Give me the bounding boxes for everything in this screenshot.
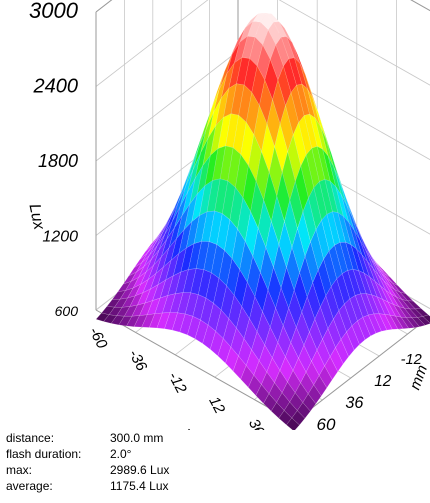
surface-cell xyxy=(395,315,410,329)
surface-cell xyxy=(411,317,426,327)
stat-distance: distance: 300.0 mm xyxy=(6,430,169,446)
axis-edge xyxy=(410,0,430,12)
grid-line xyxy=(278,0,430,86)
stat-value: 1175.4 Lux xyxy=(110,479,169,493)
surface-cell xyxy=(378,313,393,331)
z-tick-label: 1200 xyxy=(42,229,78,246)
axis-edge xyxy=(293,316,430,423)
stat-label: max: xyxy=(6,463,33,477)
surface-cell xyxy=(373,313,388,332)
grid-line xyxy=(95,0,209,87)
grid-line xyxy=(95,50,239,162)
surface-cell xyxy=(400,316,415,329)
surface-cell xyxy=(291,410,306,426)
surface-cell xyxy=(340,331,355,358)
surface-cell xyxy=(297,402,311,419)
stat-value: 2989.6 Lux xyxy=(110,463,170,477)
surface-cell xyxy=(368,313,382,334)
z-tick-label: 1800 xyxy=(38,151,78,171)
stat-value: 2.0° xyxy=(110,447,132,461)
surface-cell xyxy=(302,393,317,412)
x-tick-label: -12 xyxy=(165,369,190,397)
y-tick-label: 12 xyxy=(374,373,392,390)
surface-cell xyxy=(357,316,371,341)
stat-flash-duration: flash duration: 2.0° xyxy=(6,446,169,462)
surface-cell xyxy=(351,320,366,345)
stats-panel: distance: 300.0 mm flash duration: 2.0° … xyxy=(6,430,169,494)
axis-edge xyxy=(95,309,295,423)
stat-max: max: 2989.6 Lux xyxy=(6,462,169,478)
z-axis-label: Lux xyxy=(25,202,47,232)
surface-cell xyxy=(389,314,404,330)
z-tick-label: 3000 xyxy=(29,0,79,23)
z-tick-label: 600 xyxy=(55,303,79,319)
stat-label: distance: xyxy=(6,431,55,445)
stat-label: flash duration: xyxy=(6,447,82,461)
stat-average: average: 1175.4 Lux xyxy=(6,478,169,494)
surface-cell xyxy=(422,314,430,324)
surface-cell xyxy=(324,356,338,381)
y-axis-label: mm xyxy=(407,363,430,392)
y-tick-label: 36 xyxy=(345,394,363,412)
x-tick-label: 12 xyxy=(205,394,228,417)
y-tick-label: -12 xyxy=(401,352,422,368)
x-tick-label: -60 xyxy=(85,324,110,352)
illuminance-surface xyxy=(95,12,430,430)
x-tick-label: -36 xyxy=(125,347,150,375)
axis-edge xyxy=(95,0,113,13)
surface-cell xyxy=(286,417,300,430)
x-tick-label: 36 xyxy=(245,416,268,430)
x-axis-label: mm xyxy=(181,424,213,430)
y-tick-label: 60 xyxy=(317,415,336,430)
surface-cell xyxy=(329,347,344,373)
stat-label: average: xyxy=(6,479,53,493)
grid-line xyxy=(95,0,113,13)
z-tick-label: 2400 xyxy=(33,76,79,98)
grid-line xyxy=(410,0,430,12)
surface-cell xyxy=(346,325,360,351)
stat-value: 300.0 mm xyxy=(110,431,164,445)
surface-chart: 6001200180024003000Lux-60-36-12123660mm-… xyxy=(25,0,430,430)
surface-cell xyxy=(417,316,430,326)
surface-cell xyxy=(313,375,328,397)
